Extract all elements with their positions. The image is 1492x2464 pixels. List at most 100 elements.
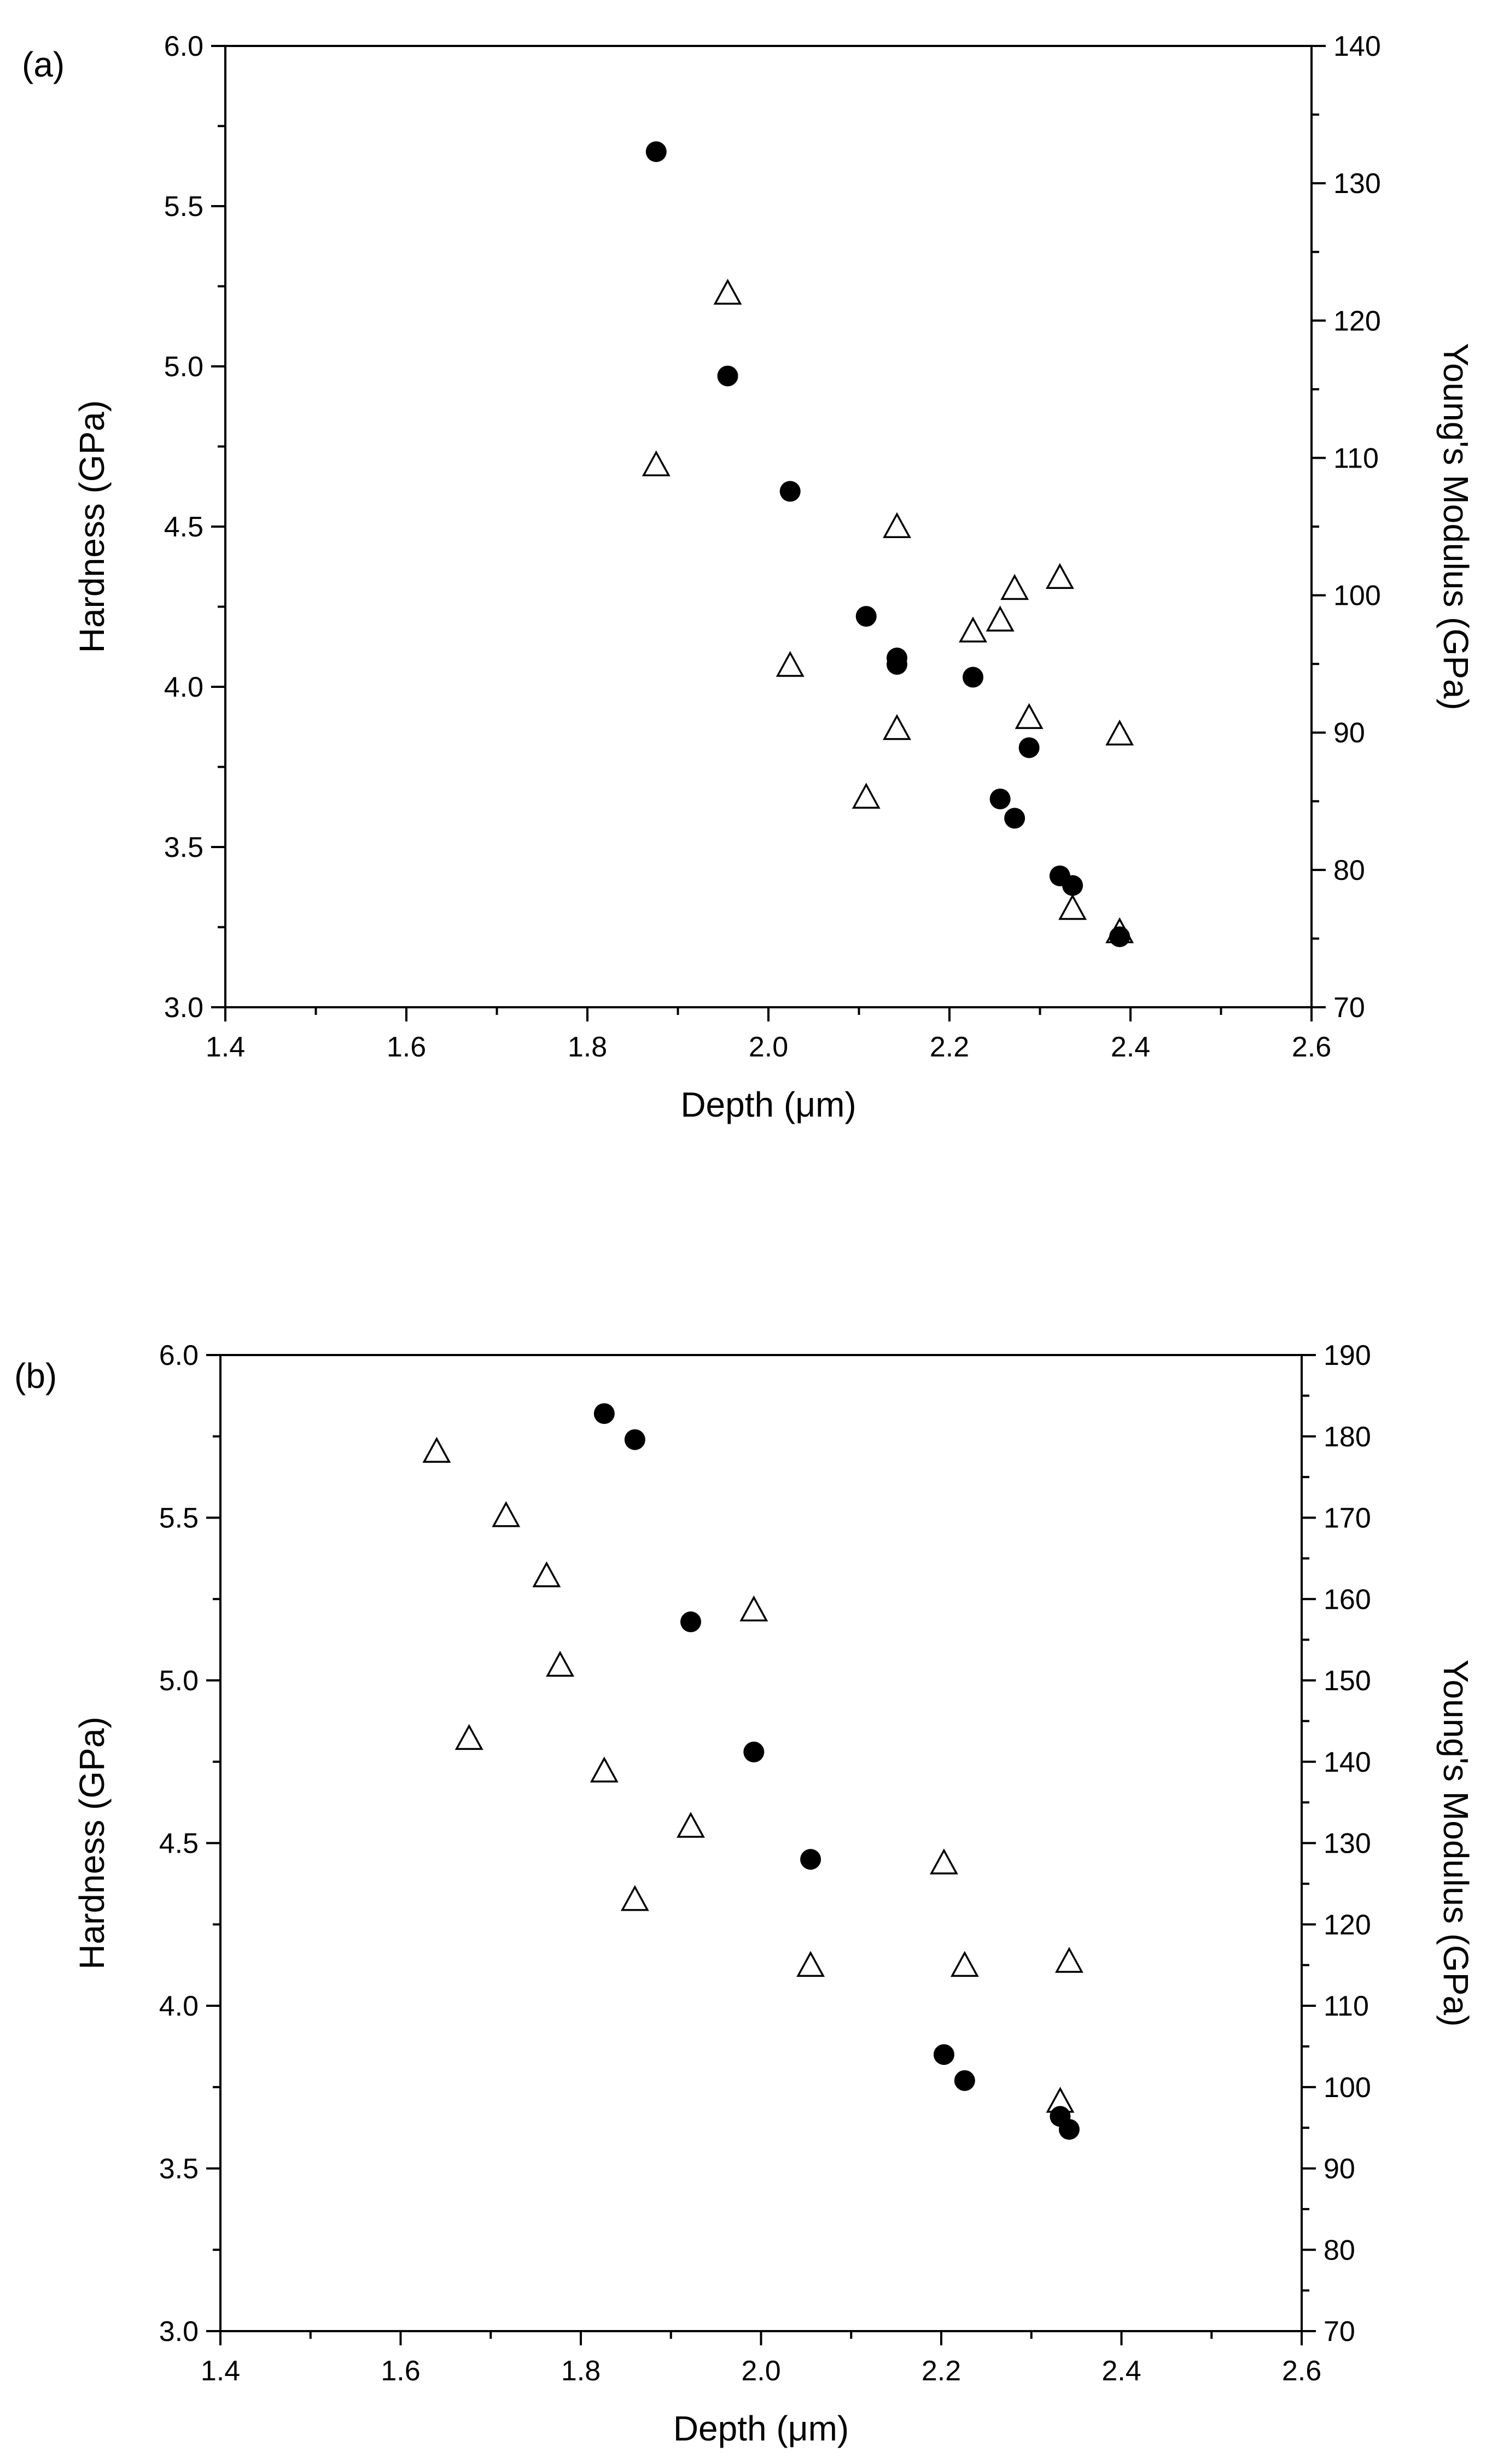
panel-a-y2-axis-title: Young's Modulus (GPa) [1436,343,1476,710]
panel-a-x-tick-label: 1.4 [206,1031,245,1063]
panel-a-modulus-point [1058,894,1087,920]
panel-a-hardness-point [1062,875,1083,896]
panel-a-plot-frame [224,45,1313,1008]
panel-a-chart: 1.4 1.6 1.8 2.0 2.2 2.4 2.6 3.0 3.5 4.0 4.5 5.0 5.5 6… [22,31,1476,1124]
panel-b-modulus-point [492,1501,521,1527]
panel-a-hardness-point [989,789,1011,810]
panel-a-hardness-point [779,481,801,502]
panel-b-x-tick-label: 2.6 [1282,2355,1321,2387]
panel-a-modulus-point [1000,574,1029,600]
panel-a-y2-tick-label: 130 [1333,168,1381,200]
panel-a-modulus-point [1105,719,1134,746]
panel-b-modulus-point [620,1885,649,1911]
panel-b-hardness-point [933,2044,954,2065]
panel-a-y-axis-title: Hardness (GPa) [72,400,112,653]
panel-b-modulus-point [1054,1947,1083,1973]
panel-a-hardness-point [855,606,877,627]
panel-b-x-tick-label: 2.4 [1101,2355,1141,2387]
panel-b-hardness-point [1058,2119,1080,2140]
panel-a-y2-tick-label: 120 [1333,305,1381,337]
panel-a-hardness-point [1018,737,1040,758]
panel-a-modulus-point [642,450,671,477]
panel-b-hardness-point [800,1849,821,1870]
panel-b-hardness-point [743,1741,765,1762]
panel-b-y-tick-label: 5.0 [159,1665,199,1697]
panel-b-modulus-point [950,1951,979,1977]
panel-b-y2-tick-label: 80 [1324,2234,1355,2266]
panel-a-y-tick-label: 4.0 [164,672,203,703]
panel-b-modulus-point [546,1650,575,1677]
panel-b-y2-tick-label: 130 [1324,1828,1371,1860]
panel-b-y2-tick-label: 190 [1324,1340,1371,1371]
panel-b-hardness-point [680,1611,701,1632]
panel-a-modulus-point [1015,703,1044,729]
panel-a-modulus-point [1045,563,1074,589]
panel-a-y2-tick-label: 90 [1333,717,1365,749]
panel-b-y2-tick-label: 160 [1324,1584,1371,1615]
panel-a-y2-tick-label: 80 [1333,855,1365,886]
panel-a-y-tick-label: 3.5 [164,832,203,863]
panel-a-x-tick-label: 2.4 [1111,1031,1150,1063]
panel-a-modulus-point [713,278,742,305]
panel-a-y2-tick-label: 70 [1333,992,1365,1024]
panel-b-y2-tick-label: 170 [1324,1503,1371,1534]
panel-a-modulus-point [852,783,881,809]
panel-b-y2-tick-label: 140 [1324,1747,1371,1778]
panel-b-y2-tick-label: 100 [1324,2072,1371,2104]
panel-a-y-tick-label: 5.0 [164,351,203,383]
panel-b-chart: 1.4 1.6 1.8 2.0 2.2 2.4 2.6 3.0 3.5 4.0 4.5 5.0 5.5 6… [14,1340,1476,2448]
panel-b-y2-tick-label: 70 [1324,2316,1355,2348]
panel-b-y-tick-label: 4.5 [159,1828,199,1860]
panel-b-x-tick-label: 2.0 [741,2355,780,2387]
panel-b-modulus-point [422,1437,451,1463]
panel-b-y-tick-label: 3.5 [159,2153,199,2185]
panel-a-y2-tick-label: 100 [1333,580,1381,612]
panel-b-modulus-point [929,1848,958,1875]
panel-a-x-axis-title: Depth (μm) [680,1085,856,1124]
panel-b-x-tick-label: 1.4 [201,2355,240,2387]
panel-a-x-tick-label: 1.8 [568,1031,607,1063]
panel-b-modulus-point [1046,2087,1075,2113]
panel-a-x-tick-label: 2.2 [930,1031,969,1063]
panel-b-y-tick-label: 6.0 [159,1340,199,1371]
panel-a-y-tick-label: 3.0 [164,992,203,1024]
panel-b-y-axis-title: Hardness (GPa) [72,1716,112,1969]
panel-b-y-tick-label: 5.5 [159,1503,199,1534]
panel-b-y-tick-label: 3.0 [159,2316,199,2348]
panel-b-y2-tick-label: 90 [1324,2153,1355,2185]
panel-b-modulus-point [454,1724,483,1750]
panel-a-hardness-point [645,141,667,162]
panel-a-hardness-point [887,653,908,675]
panel-b-y2-axis-title: Young's Modulus (GPa) [1436,1660,1476,2027]
panel-a-modulus-point [986,605,1015,632]
panel-b-modulus-point [739,1595,768,1622]
panel-b-label: (b) [14,1356,57,1396]
panel-a-modulus-point [776,651,805,677]
panel-a-x-tick-label: 2.0 [749,1031,788,1063]
panel-b-modulus-point [677,1812,705,1838]
panel-a-y-tick-label: 4.5 [164,511,203,543]
panel-a-x-tick-label: 1.6 [387,1031,426,1063]
panel-a-x-tick-label: 2.6 [1292,1031,1331,1063]
panel-a-hardness-point [717,365,738,387]
panel-b-y-tick-label: 4.0 [159,1990,199,2022]
panel-b-modulus-point [532,1561,561,1587]
panel-b-x-tick-label: 1.8 [561,2355,601,2387]
panel-b-modulus-point [796,1951,825,1977]
panel-a-modulus-point [1105,917,1134,943]
panel-b-hardness-point [954,2070,975,2091]
panel-b-y2-tick-label: 110 [1324,1990,1369,2022]
panel-a-y-tick-label: 5.5 [164,191,203,223]
panel-a-label: (a) [22,45,65,84]
panel-a-modulus-point [883,512,911,539]
panel-b-modulus-point [590,1756,619,1783]
panel-b-y2-tick-label: 180 [1324,1421,1371,1453]
panel-a-y2-tick-label: 110 [1333,442,1379,474]
panel-a-y-tick-label: 6.0 [164,31,203,62]
panel-a-hardness-point [1109,926,1130,948]
panel-b-x-tick-label: 2.2 [922,2355,961,2387]
panel-a-y2-tick-label: 140 [1333,31,1381,62]
panel-b-y2-tick-label: 120 [1324,1909,1371,1941]
panel-b-y2-tick-label: 150 [1324,1665,1371,1697]
